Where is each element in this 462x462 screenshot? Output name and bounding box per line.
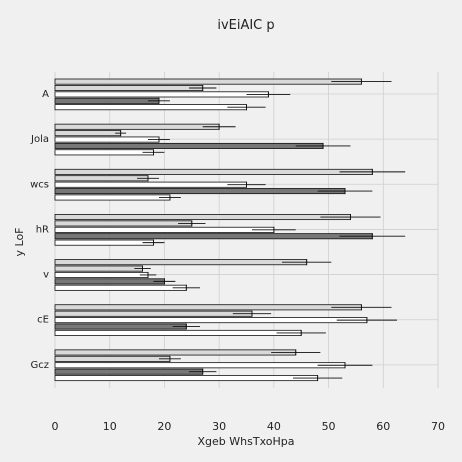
bar — [54, 97, 160, 104]
bar — [54, 85, 204, 92]
bar — [54, 239, 154, 246]
x-tick-label: 0 — [52, 420, 59, 433]
bar — [54, 355, 171, 362]
bar — [54, 349, 297, 356]
y-tick-label: v — [43, 270, 49, 281]
bar — [54, 304, 362, 311]
x-tick-label: 50 — [322, 420, 336, 433]
bar — [54, 136, 160, 143]
bar — [54, 278, 165, 285]
bar — [54, 362, 346, 369]
bars-layer — [54, 78, 373, 382]
y-tick-label: A — [42, 89, 49, 100]
x-tick-label: 20 — [157, 420, 171, 433]
bar — [54, 181, 247, 188]
x-tick-label: 70 — [431, 420, 445, 433]
y-tick-label: Jola — [30, 134, 49, 145]
bar — [54, 149, 154, 156]
bar — [54, 78, 362, 85]
bar — [54, 317, 368, 324]
bar — [54, 323, 187, 330]
x-tick-label: 30 — [212, 420, 226, 433]
bar — [54, 368, 204, 375]
bar — [54, 123, 220, 130]
x-axis-title: Xgeb WhsTxoHpa — [198, 435, 295, 448]
y-axis-title: y LoF — [13, 228, 26, 257]
bar — [54, 142, 324, 149]
error-bars-layer — [115, 78, 406, 382]
bar — [54, 214, 351, 221]
bar — [54, 220, 193, 227]
bar — [54, 259, 308, 266]
bar — [54, 175, 149, 182]
bar — [54, 188, 346, 195]
y-tick-label: hR — [36, 224, 49, 235]
y-tick-label: cE — [37, 315, 49, 326]
bar — [54, 226, 275, 233]
bar — [54, 104, 247, 111]
bar — [54, 233, 373, 240]
x-tick-label: 10 — [103, 420, 117, 433]
bar — [54, 375, 319, 382]
labels-layer: 0 10 20 30 40 50 60 70 A Jola wcs hR v cE Gcz — [30, 89, 445, 433]
bar — [54, 310, 253, 317]
y-tick-label: Gcz — [31, 360, 50, 371]
chart-title: ivEiAIC p — [217, 18, 274, 33]
bar — [54, 91, 269, 98]
bar — [54, 194, 171, 201]
bar — [54, 271, 149, 278]
bar — [54, 265, 143, 272]
y-tick-label: wcs — [30, 179, 49, 190]
bar — [54, 168, 373, 175]
x-tick-label: 60 — [376, 420, 390, 433]
bar — [54, 284, 187, 291]
bar — [54, 329, 302, 336]
bar — [54, 130, 122, 137]
x-tick-label: 40 — [267, 420, 281, 433]
